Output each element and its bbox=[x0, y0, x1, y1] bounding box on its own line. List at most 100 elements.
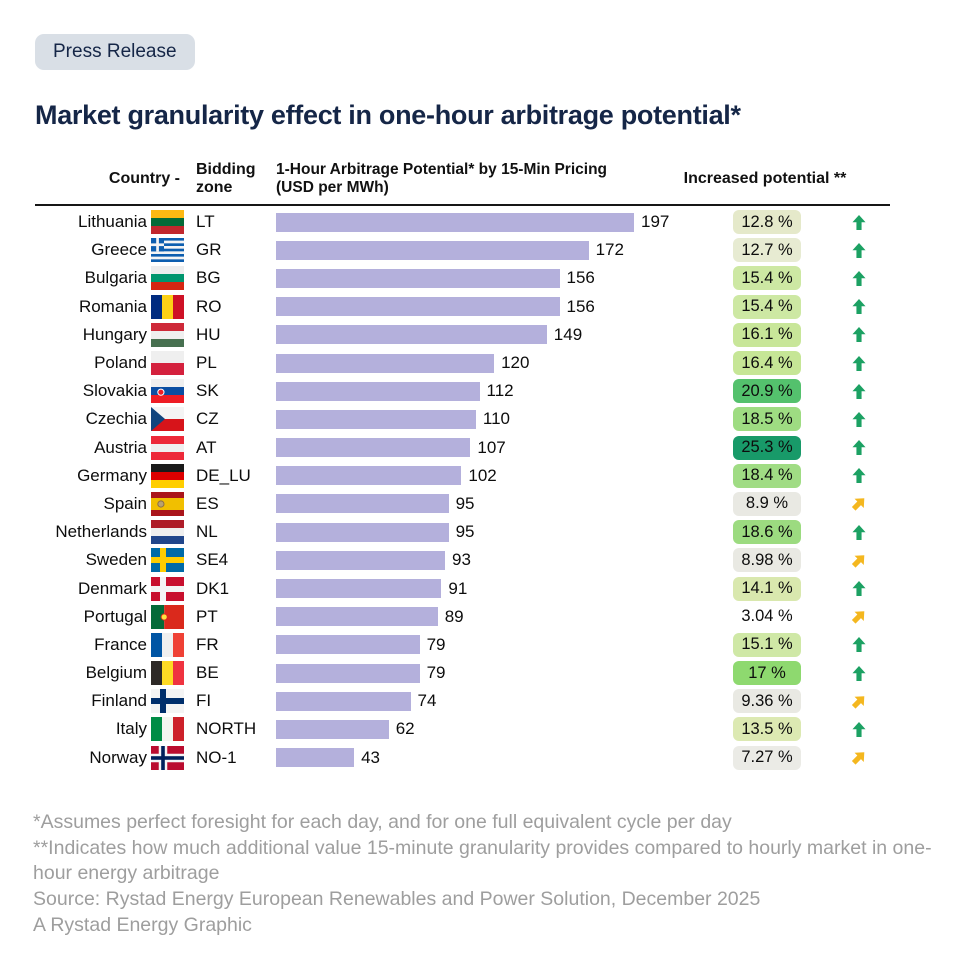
italy-flag bbox=[151, 715, 184, 743]
hungary-flag bbox=[151, 321, 184, 349]
country-label: Germany bbox=[77, 465, 147, 485]
poland-flag bbox=[151, 349, 184, 377]
trend-arrow-cell bbox=[840, 687, 890, 715]
bidding-zone-label: BG bbox=[196, 268, 221, 288]
value-bar bbox=[276, 635, 420, 655]
increase-up-arrow-icon bbox=[852, 637, 866, 653]
table-row-austria: Austria AT 107 25.3 % bbox=[35, 434, 890, 462]
increase-badge-cell: 16.4 % bbox=[670, 349, 840, 377]
value-bar bbox=[276, 240, 589, 260]
table-body: Lithuania LT 197 12.8 % Greece GR 172 12.7 % Bul… bbox=[35, 206, 890, 772]
increase-badge-cell: 9.36 % bbox=[670, 687, 840, 715]
bidding-zone-label: FI bbox=[196, 691, 212, 711]
bar-value-label: 74 bbox=[417, 691, 437, 711]
bulgaria-flag bbox=[151, 264, 184, 292]
footnote-definition: **Indicates how much additional value 15… bbox=[33, 836, 932, 885]
trend-arrow-cell bbox=[840, 377, 890, 405]
country-label: Slovakia bbox=[82, 381, 147, 401]
austria-flag-icon bbox=[151, 435, 184, 460]
table-row-czechia: Czechia CZ 110 18.5 % bbox=[35, 405, 890, 433]
bar-cell: 62 bbox=[276, 715, 670, 743]
bidding-zone-label: NORTH bbox=[196, 719, 257, 739]
value-bar bbox=[276, 212, 634, 232]
lithuania-flag-icon bbox=[151, 210, 184, 235]
increase-percentage-badge: 14.1 % bbox=[733, 576, 801, 601]
netherlands-flag bbox=[151, 518, 184, 546]
increase-up-arrow-icon bbox=[852, 355, 866, 371]
table-row-france: France FR 79 15.1 % bbox=[35, 631, 890, 659]
increase-up-arrow-icon bbox=[852, 581, 866, 597]
country-label: Finland bbox=[91, 691, 147, 711]
trend-arrow-cell bbox=[840, 603, 890, 631]
increase-up-arrow-icon bbox=[852, 468, 866, 484]
bar-value-label: 79 bbox=[426, 663, 446, 683]
value-bar bbox=[276, 353, 495, 373]
increase-up-arrow-icon bbox=[852, 299, 866, 315]
hungary-flag-icon bbox=[151, 322, 184, 347]
bar-value-label: 156 bbox=[566, 296, 595, 316]
bar-value-label: 89 bbox=[444, 606, 464, 626]
increase-badge-cell: 7.27 % bbox=[670, 744, 840, 772]
lithuania-flag bbox=[151, 208, 184, 236]
spain-flag-icon bbox=[151, 491, 184, 516]
increase-percentage-badge: 20.9 % bbox=[733, 379, 801, 404]
bidding-zone-label: RO bbox=[196, 296, 222, 316]
increase-percentage-badge: 15.4 % bbox=[733, 294, 801, 319]
value-bar bbox=[276, 466, 462, 486]
country-label: France bbox=[94, 634, 147, 654]
belgium-flag-icon bbox=[151, 661, 184, 686]
trend-arrow-cell bbox=[840, 715, 890, 743]
header-bidding-zone: Bidding zone bbox=[196, 160, 256, 196]
bar-value-label: 197 bbox=[641, 212, 670, 232]
footnote-assumption: *Assumes perfect foresight for each day,… bbox=[33, 811, 732, 833]
bar-cell: 43 bbox=[276, 744, 670, 772]
increase-badge-cell: 17 % bbox=[670, 659, 840, 687]
slovakia-flag-icon bbox=[151, 379, 184, 404]
value-bar bbox=[276, 297, 560, 317]
bar-cell: 74 bbox=[276, 687, 670, 715]
country-label: Portugal bbox=[83, 606, 147, 626]
country-label: Norway bbox=[89, 747, 147, 767]
bidding-zone-label: NL bbox=[196, 522, 218, 542]
bidding-zone-label: SK bbox=[196, 381, 219, 401]
bar-cell: 107 bbox=[276, 434, 670, 462]
denmark-flag bbox=[151, 574, 184, 602]
increase-diagonal-arrow-icon bbox=[852, 695, 865, 709]
increase-diagonal-arrow-icon bbox=[852, 555, 865, 568]
bar-value-label: 156 bbox=[566, 268, 595, 288]
table-row-germany: Germany DE_LU 102 18.4 % bbox=[35, 462, 890, 490]
increase-badge-cell: 25.3 % bbox=[670, 434, 840, 462]
bar-value-label: 79 bbox=[426, 634, 446, 654]
bar-value-label: 172 bbox=[595, 240, 624, 260]
portugal-flag-icon bbox=[151, 604, 184, 629]
trend-arrow-cell bbox=[840, 236, 890, 264]
value-bar bbox=[276, 663, 420, 683]
czechia-flag bbox=[151, 405, 184, 433]
country-label: Lithuania bbox=[77, 212, 147, 232]
trend-arrow-cell bbox=[840, 744, 890, 772]
table-row-finland: Finland FI 74 9.36 % bbox=[35, 687, 890, 715]
table-row-sweden: Sweden SE4 93 8.98 % bbox=[35, 546, 890, 574]
bidding-zone-label: CZ bbox=[196, 409, 219, 429]
increase-percentage-badge: 17 % bbox=[733, 661, 801, 686]
bidding-zone-label: ES bbox=[196, 493, 219, 513]
increase-percentage-badge: 3.04 % bbox=[741, 607, 793, 626]
value-bar bbox=[276, 719, 389, 739]
spain-flag bbox=[151, 490, 184, 518]
header-country: Country - bbox=[108, 169, 180, 187]
bidding-zone-label: PT bbox=[196, 606, 218, 626]
trend-arrow-cell bbox=[840, 659, 890, 687]
table-row-hungary: Hungary HU 149 16.1 % bbox=[35, 321, 890, 349]
bar-cell: 156 bbox=[276, 293, 670, 321]
bar-value-label: 95 bbox=[455, 493, 475, 513]
country-label: Italy bbox=[115, 719, 147, 739]
bidding-zone-label: DE_LU bbox=[196, 465, 251, 485]
bar-cell: 91 bbox=[276, 574, 670, 602]
bar-value-label: 112 bbox=[486, 381, 514, 401]
table-row-norway: Norway NO-1 43 7.27 % bbox=[35, 744, 890, 772]
country-label: Czechia bbox=[85, 409, 147, 429]
increase-badge-cell: 18.4 % bbox=[670, 462, 840, 490]
bar-value-label: 93 bbox=[452, 550, 471, 570]
value-bar bbox=[276, 438, 471, 458]
trend-arrow-cell bbox=[840, 321, 890, 349]
